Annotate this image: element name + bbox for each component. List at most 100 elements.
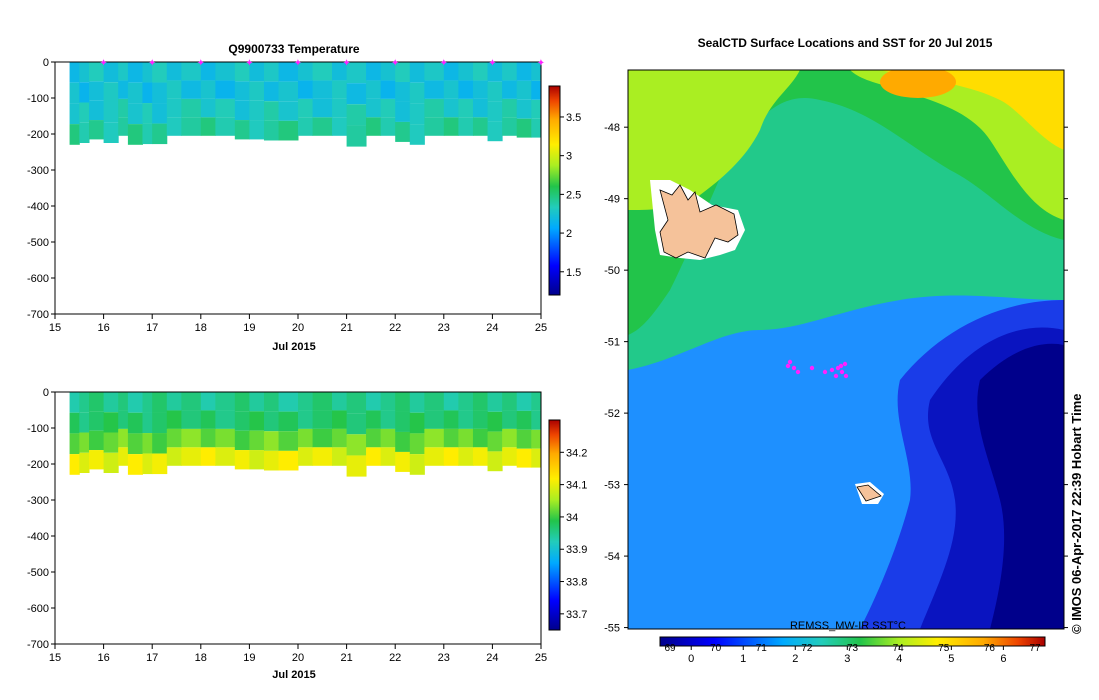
temperature-colorbar-ticks: 1.5 2 2.5 3 3.5 [560, 112, 581, 279]
sst-map-frame [627, 69, 1065, 630]
profile-cell [249, 62, 265, 82]
x-tick-label: 20 [292, 322, 304, 334]
profile-cell [89, 450, 105, 470]
seal-location-marker [809, 365, 815, 371]
profile-cell [234, 62, 250, 82]
profile-cell [298, 428, 314, 448]
profile-cell [263, 450, 280, 471]
sst-colorbar-secondary-label: 71 [756, 643, 768, 654]
profile-cell [487, 411, 503, 432]
profile-cell [79, 412, 90, 433]
colorbar-tick-label: 3 [566, 151, 572, 163]
profile-cell [263, 101, 280, 121]
profile-cell [380, 392, 396, 411]
profile-cell [249, 81, 265, 101]
x-tick-label: 23 [438, 322, 450, 334]
profile-cell [332, 117, 348, 136]
profile-cell [263, 62, 280, 82]
sst-colorbar-secondary-label: 77 [1029, 643, 1041, 654]
profile-cell [215, 62, 236, 81]
profile-cell [366, 410, 382, 429]
sst-colorbar-secondary-label: 70 [710, 643, 722, 654]
profile-cell [332, 80, 348, 99]
profile-cell [118, 98, 129, 118]
profile-cell [366, 80, 382, 99]
y-tick-label: -700 [27, 309, 49, 321]
profile-cell [487, 121, 503, 142]
profile-cell [443, 80, 459, 99]
sst-map-panel: SealCTD Surface Locations and SST for 20… [604, 36, 1084, 665]
profile-cell [181, 80, 202, 99]
x-tick-label: 19 [243, 652, 255, 664]
sst-warm-zone [880, 70, 1064, 150]
colorbar-tick-label: 1.5 [566, 267, 581, 279]
sst-map-title: SealCTD Surface Locations and SST for 20… [698, 36, 993, 50]
profile-cell [531, 80, 542, 100]
profile-cell [249, 100, 265, 121]
profile-cell [424, 98, 445, 118]
profile-cell [487, 62, 503, 82]
profile-cell [79, 102, 90, 123]
profile-cell [249, 430, 265, 451]
profile-cell [516, 392, 532, 411]
profile-marker: ✦ [342, 58, 350, 69]
profile-cell [409, 82, 425, 104]
profile-cell [69, 62, 80, 83]
profile-cell [234, 450, 250, 470]
profile-cell [366, 98, 382, 118]
profile-cell [118, 410, 129, 429]
profile-cell [443, 428, 459, 448]
profile-cell [69, 82, 80, 104]
profile-cell [103, 122, 119, 143]
profile-cell [152, 62, 168, 83]
sst-colorbar-tick-label: 5 [948, 653, 954, 665]
profile-cell [215, 98, 236, 118]
profile-cell [69, 124, 80, 145]
profile-cell [531, 62, 542, 81]
x-tick-label: 16 [97, 652, 109, 664]
profile-cell [166, 428, 182, 448]
profile-cell [312, 392, 333, 411]
profile-cell [215, 428, 236, 448]
profile-cell [118, 392, 129, 411]
profile-cell [298, 98, 314, 118]
profile-cell [69, 103, 80, 125]
sst-colorbar-secondary-label: 69 [664, 643, 676, 654]
profile-cell [181, 62, 202, 81]
profile-cell [502, 98, 518, 118]
map-y-tick-label: -52 [604, 408, 620, 420]
profile-cell [142, 392, 153, 413]
profile-cell [531, 118, 542, 138]
seal-location-marker [829, 367, 835, 373]
profile-cell [142, 412, 153, 434]
x-tick-label: 24 [486, 652, 498, 664]
x-tick-label: 25 [535, 322, 547, 334]
profile-cell [152, 392, 168, 413]
profile-cell [166, 410, 182, 429]
x-tick-label: 24 [486, 322, 498, 334]
temperature-heatmap [69, 62, 542, 147]
seal-location-marker [822, 369, 828, 375]
profile-cell [409, 454, 425, 475]
profile-cell [263, 81, 280, 102]
profile-cell [142, 62, 153, 83]
profile-cell [142, 453, 153, 475]
profile-cell [346, 413, 367, 435]
seal-location-marker [838, 363, 844, 369]
profile-cell [531, 99, 542, 119]
y-tick-label: 0 [43, 57, 49, 69]
profile-cell [380, 447, 396, 466]
profile-cell [443, 98, 459, 118]
salinity-panel: 15 16 17 18 19 20 21 22 23 24 25 0 -100 -200 -300 -400… [27, 387, 587, 681]
profile-cell [443, 447, 459, 466]
profile-cell [380, 98, 396, 118]
profile-cell [181, 447, 202, 466]
profile-cell [263, 431, 280, 451]
seal-location-marker [785, 363, 791, 369]
y-tick-label: -500 [27, 237, 49, 249]
profile-cell [424, 80, 445, 99]
profile-cell [234, 100, 250, 121]
profile-cell [395, 121, 411, 142]
map-y-tick-label: -55 [604, 623, 620, 635]
colorbar-tick-label: 33.7 [566, 609, 587, 621]
